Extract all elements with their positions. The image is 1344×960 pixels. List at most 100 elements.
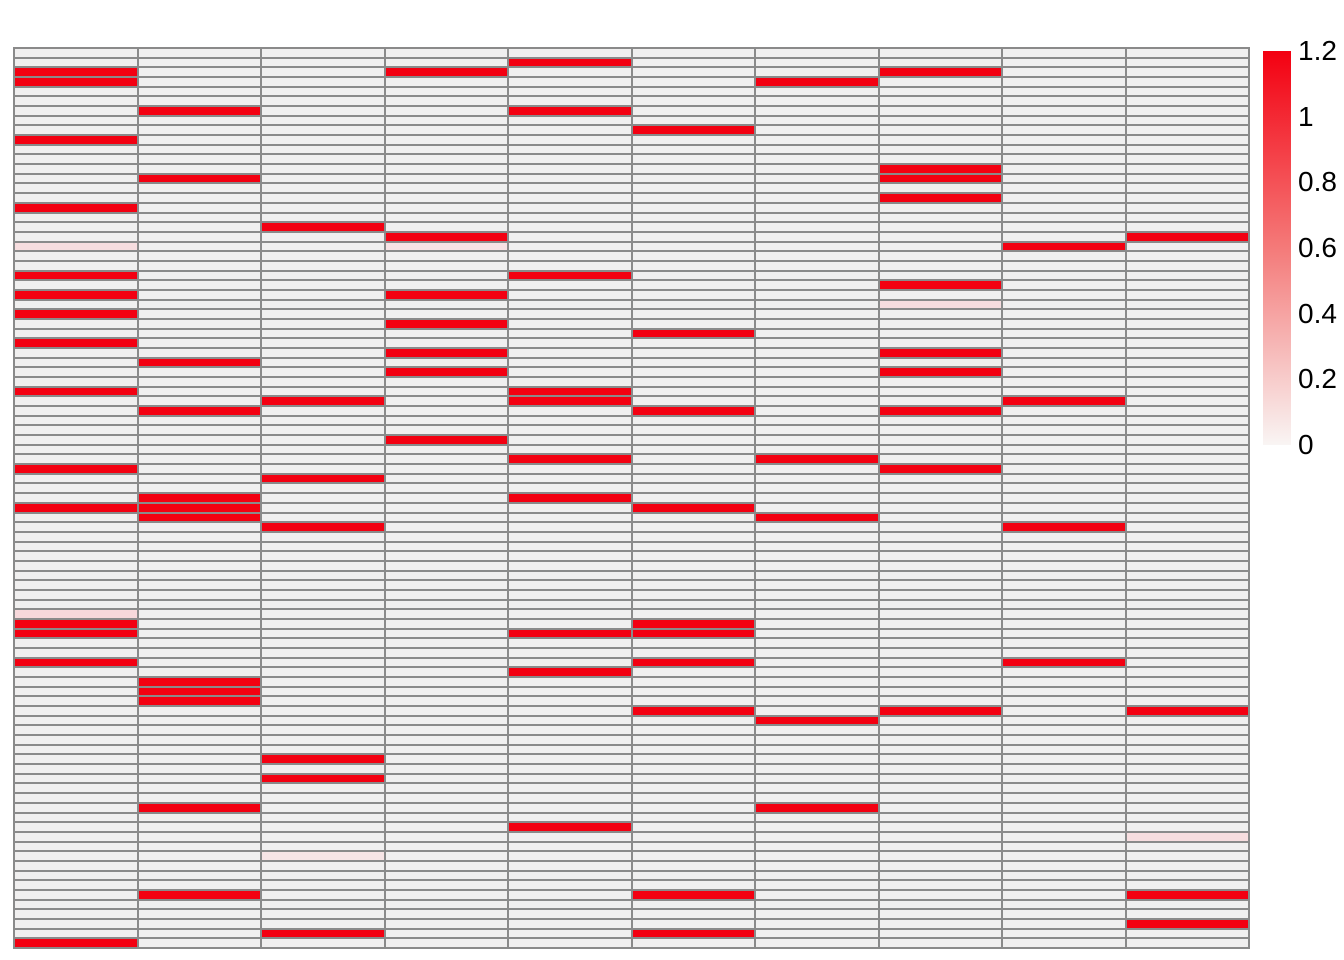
heatmap-cell [262, 736, 384, 744]
heatmap-cell [138, 929, 260, 938]
heatmap-cell [756, 465, 878, 473]
heatmap-cell [509, 610, 631, 618]
heatmap-cell [756, 368, 878, 377]
heatmap-cell [15, 871, 137, 880]
heatmap-cell [262, 561, 384, 570]
heatmap-cell [138, 184, 260, 193]
heatmap-cell [138, 174, 260, 183]
heatmap-cell [385, 290, 507, 299]
heatmap-cell [138, 426, 260, 435]
heatmap-cell [879, 668, 1001, 677]
heatmap-cell [756, 765, 878, 773]
heatmap-cell [1126, 49, 1248, 57]
heatmap-cell [879, 939, 1001, 947]
heatmap-cell [632, 919, 754, 928]
heatmap-cell [509, 87, 631, 96]
heatmap-cell [632, 939, 754, 947]
heatmap-cell [879, 397, 1001, 406]
heatmap-cell [509, 929, 631, 938]
heatmap-cell [15, 310, 137, 318]
heatmap-cell [509, 378, 631, 386]
heatmap-cell [138, 436, 260, 444]
heatmap-cell [879, 445, 1001, 454]
heatmap-cell [879, 794, 1001, 802]
heatmap-cell [15, 939, 137, 947]
heatmap-cell [756, 774, 878, 783]
heatmap-cell [138, 68, 260, 77]
heatmap-cell [138, 387, 260, 396]
heatmap-cell [262, 745, 384, 754]
heatmap-cell [1126, 358, 1248, 367]
heatmap-cell [879, 861, 1001, 870]
heatmap-cell [262, 803, 384, 812]
heatmap-cell [632, 329, 754, 338]
heatmap-cell [138, 571, 260, 580]
heatmap-cell [15, 126, 137, 135]
heatmap-cell [385, 194, 507, 202]
heatmap-cell [756, 581, 878, 589]
heatmap-cell [509, 919, 631, 928]
heatmap-cell [1003, 329, 1125, 338]
heatmap-cell [1003, 194, 1125, 202]
heatmap-cell [1126, 445, 1248, 454]
heatmap-cell [262, 755, 384, 764]
heatmap-cell [138, 503, 260, 512]
heatmap-cell [632, 552, 754, 560]
heatmap-cell [1126, 271, 1248, 280]
heatmap-cell [1003, 368, 1125, 377]
heatmap-cell [15, 397, 137, 406]
heatmap-cell [879, 252, 1001, 260]
heatmap-cell [15, 736, 137, 744]
heatmap-cell [138, 803, 260, 812]
heatmap-cell [15, 716, 137, 725]
heatmap-cell [385, 600, 507, 609]
heatmap-cell [1126, 78, 1248, 86]
heatmap-cell [1126, 126, 1248, 135]
heatmap-cell [385, 155, 507, 164]
heatmap-cell [385, 639, 507, 647]
heatmap-cell [262, 455, 384, 464]
heatmap-cell [385, 416, 507, 425]
heatmap-cell [1126, 329, 1248, 338]
heatmap-cell [1003, 571, 1125, 580]
colorbar-tick-label: 0.6 [1298, 232, 1337, 263]
heatmap-cell [632, 648, 754, 657]
heatmap-cell [879, 745, 1001, 754]
heatmap-cell [632, 823, 754, 831]
heatmap-cell [138, 542, 260, 551]
heatmap-cell [262, 687, 384, 696]
heatmap-cell [509, 184, 631, 193]
heatmap-cell [1126, 136, 1248, 144]
heatmap-cell [756, 823, 878, 831]
heatmap-cell [879, 368, 1001, 377]
colorbar-tick-label: 0.4 [1298, 297, 1337, 329]
heatmap-cell [385, 252, 507, 260]
heatmap-cell [262, 639, 384, 647]
heatmap-cell [138, 281, 260, 289]
heatmap-cell [879, 919, 1001, 928]
heatmap-cell [879, 339, 1001, 347]
heatmap-cell [1126, 561, 1248, 570]
heatmap-cell [879, 600, 1001, 609]
heatmap-cell [262, 503, 384, 512]
heatmap-cell [632, 455, 754, 464]
heatmap-cell [262, 348, 384, 357]
heatmap-cell [385, 842, 507, 851]
heatmap-cell [632, 436, 754, 444]
heatmap-cell [15, 97, 137, 106]
heatmap-cell [1003, 726, 1125, 735]
heatmap-cell [756, 310, 878, 318]
heatmap-cell [756, 68, 878, 77]
heatmap-cell [879, 871, 1001, 880]
heatmap-cell [879, 494, 1001, 502]
heatmap-cell [15, 261, 137, 270]
heatmap-cell [879, 281, 1001, 289]
heatmap-cell [632, 242, 754, 251]
heatmap-cell [15, 571, 137, 580]
heatmap-cell [879, 581, 1001, 589]
heatmap-cell [879, 590, 1001, 599]
heatmap-cell [15, 707, 137, 715]
heatmap-cell [385, 919, 507, 928]
heatmap-cell [879, 658, 1001, 667]
